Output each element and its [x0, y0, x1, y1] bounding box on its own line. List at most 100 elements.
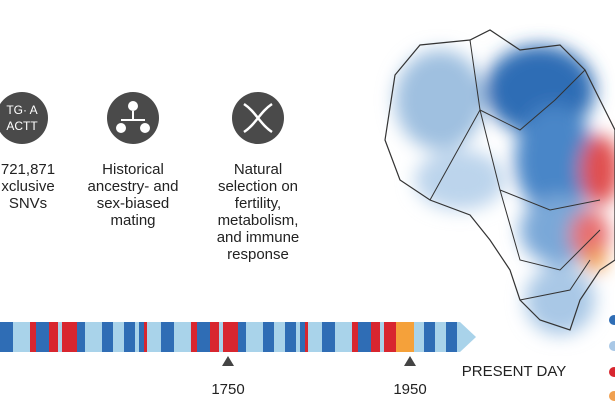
description-line: Historical — [102, 161, 164, 178]
stripe — [300, 322, 305, 352]
stripe — [253, 322, 263, 352]
description-line: SNVs — [9, 195, 47, 212]
stripe — [161, 322, 169, 352]
stripe — [263, 322, 274, 352]
stripe — [8, 322, 13, 352]
map — [384, 29, 615, 335]
description-line: mating — [110, 212, 155, 229]
stripe — [139, 322, 144, 352]
description-line: sex-biased — [97, 195, 170, 212]
stripe — [424, 322, 435, 352]
stripe — [281, 322, 285, 352]
stripe — [355, 322, 358, 352]
stripe — [85, 322, 92, 352]
marker-label: 1750 — [211, 381, 244, 398]
stripe — [414, 322, 424, 352]
description-line: metabolism, — [218, 212, 299, 229]
stripe — [33, 322, 36, 352]
description-line: response — [227, 246, 289, 263]
stripe — [92, 322, 102, 352]
stripe — [41, 322, 49, 352]
stripe — [20, 322, 30, 352]
description-line: selection on — [218, 178, 298, 195]
description-line: 721,871 — [1, 161, 55, 178]
stripe — [296, 322, 300, 352]
stripe — [191, 322, 194, 352]
stripe — [358, 322, 363, 352]
stripe — [49, 322, 58, 352]
stripe — [226, 322, 235, 352]
stripe — [147, 322, 151, 352]
stripe — [238, 322, 246, 352]
marker — [404, 356, 416, 366]
stripe — [246, 322, 253, 352]
stripe — [181, 322, 191, 352]
stripe — [446, 322, 457, 352]
stripe — [285, 322, 296, 352]
stripe — [13, 322, 20, 352]
stripe — [435, 322, 442, 352]
stripe — [144, 322, 147, 352]
description-line: Natural — [234, 161, 282, 178]
legend-dots — [609, 315, 615, 401]
stripe — [58, 322, 62, 352]
description-line: xclusive — [1, 178, 54, 195]
stripe — [235, 322, 238, 352]
stripe — [77, 322, 85, 352]
marker-label: 1950 — [393, 381, 426, 398]
stripe — [202, 322, 210, 352]
description-line: fertility, — [235, 195, 281, 212]
marker — [222, 356, 234, 366]
stripe — [113, 322, 120, 352]
stripe — [30, 322, 33, 352]
icon-text: TG· A — [6, 103, 37, 117]
stripe — [312, 322, 322, 352]
stripe — [120, 322, 124, 352]
stripe — [65, 322, 74, 352]
stripe — [330, 322, 335, 352]
stripe — [194, 322, 197, 352]
stripe — [0, 322, 8, 352]
stripe — [380, 322, 384, 352]
icon — [232, 92, 284, 144]
description-line: and immune — [217, 229, 300, 246]
stripe — [36, 322, 41, 352]
stripe — [457, 322, 460, 352]
stripe — [102, 322, 113, 352]
stripe — [174, 322, 181, 352]
timeline-arrow — [460, 322, 476, 352]
stripe — [124, 322, 135, 352]
stripe — [399, 322, 407, 352]
stripe — [62, 322, 65, 352]
end-label: PRESENT DAY — [462, 363, 566, 380]
stripe — [442, 322, 446, 352]
stripe — [135, 322, 139, 352]
icon — [0, 92, 48, 144]
stripe — [274, 322, 281, 352]
stripe — [363, 322, 371, 352]
stripe — [219, 322, 223, 352]
stripe — [371, 322, 380, 352]
stripe — [342, 322, 352, 352]
stripe — [407, 322, 414, 352]
stripe — [151, 322, 161, 352]
stripe — [308, 322, 312, 352]
stripe — [305, 322, 308, 352]
stripe — [74, 322, 77, 352]
stripe — [387, 322, 396, 352]
stripe — [396, 322, 399, 352]
stripe — [197, 322, 202, 352]
stripe — [335, 322, 342, 352]
stripe — [169, 322, 174, 352]
icon-text: ACTT — [6, 119, 38, 133]
description-line: ancestry- and — [88, 178, 179, 195]
stripe — [210, 322, 219, 352]
timeline-bar — [0, 322, 460, 352]
stripe — [352, 322, 355, 352]
stripe — [384, 322, 387, 352]
stripe — [322, 322, 330, 352]
stripe — [223, 322, 226, 352]
icon — [107, 92, 159, 144]
